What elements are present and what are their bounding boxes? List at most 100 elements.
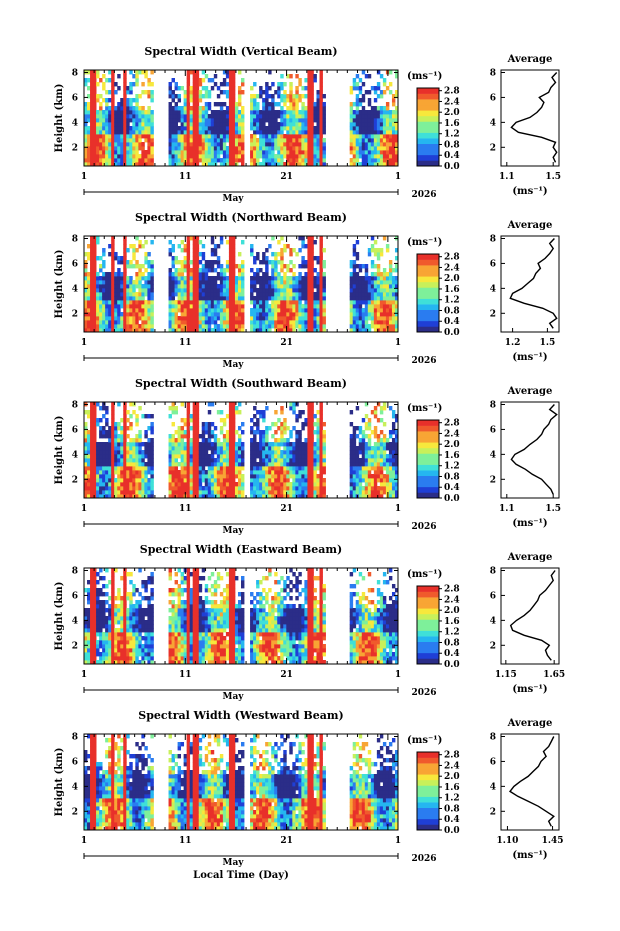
heatmap-cell <box>349 118 354 123</box>
heatmap-cell <box>355 138 360 143</box>
heatmap-cell <box>262 430 266 435</box>
heatmap-cell <box>349 158 354 163</box>
heatmap-cell <box>349 284 354 289</box>
heatmap-cell <box>150 158 154 163</box>
heatmap-cell <box>237 434 242 439</box>
heatmap-cell <box>310 312 314 317</box>
heatmap-cell <box>138 142 142 147</box>
heatmap-cell <box>307 438 311 443</box>
heatmap-cell <box>123 268 127 273</box>
heatmap-cell <box>304 324 308 329</box>
heatmap-cell <box>138 494 142 499</box>
heatmap-cell <box>394 300 399 305</box>
heatmap-cell <box>195 78 200 83</box>
heatmap-cell <box>304 264 308 269</box>
heatmap-cell <box>192 272 197 277</box>
heatmap-cell <box>213 466 218 471</box>
heatmap-cell <box>108 78 112 83</box>
heatmap-cell <box>241 260 245 265</box>
heatmap-cell <box>225 300 230 305</box>
heatmap-cell <box>129 414 133 419</box>
heatmap-cell <box>394 114 399 119</box>
heatmap-cell <box>265 110 269 115</box>
heatmap-cell <box>150 486 154 491</box>
heatmap-cell <box>183 260 188 265</box>
heatmap-cell <box>250 158 254 163</box>
heatmap-cell <box>201 78 206 83</box>
heatmap-cell <box>210 268 215 273</box>
heatmap-cell <box>180 446 185 451</box>
heatmap-cell <box>135 280 139 285</box>
heatmap-cell <box>231 146 236 151</box>
heatmap-cell <box>120 304 124 309</box>
heatmap-cell <box>367 146 372 151</box>
heatmap-cell <box>147 150 151 155</box>
heatmap-cell <box>129 284 133 289</box>
heatmap-cell <box>120 316 124 321</box>
heatmap-cell <box>301 264 305 269</box>
heatmap-cell <box>382 162 387 167</box>
heatmap-cell <box>352 150 357 155</box>
heatmap-cell <box>286 454 290 459</box>
heatmap-cell <box>141 300 145 305</box>
heatmap-cell <box>283 244 287 249</box>
heatmap-cell <box>225 146 230 151</box>
heatmap-cell <box>298 150 302 155</box>
heatmap-cell <box>126 474 130 479</box>
heatmap-cell <box>265 90 269 95</box>
heatmap-cell <box>135 418 139 423</box>
heatmap-cell <box>277 296 281 301</box>
heatmap-cell <box>126 114 130 119</box>
heatmap-cell <box>316 272 320 277</box>
heatmap-cell <box>201 142 206 147</box>
heatmap-cell <box>228 110 233 115</box>
heatmap-cell <box>210 442 215 447</box>
heatmap-cell <box>108 434 112 439</box>
heatmap-cell <box>319 134 323 139</box>
heatmap-cell <box>265 474 269 479</box>
heatmap-cell <box>228 402 233 407</box>
heatmap-cell <box>310 276 314 281</box>
heatmap-cell <box>250 162 254 167</box>
heatmap-cell <box>108 272 112 277</box>
heatmap-cell <box>138 300 142 305</box>
heatmap-cell <box>253 106 257 111</box>
heatmap-cell <box>376 142 381 147</box>
heatmap-cell <box>147 296 151 301</box>
heatmap-cell <box>301 102 305 107</box>
heatmap-cell <box>373 316 378 321</box>
heatmap-cell <box>388 268 393 273</box>
heatmap-cell <box>204 296 209 301</box>
heatmap-cell <box>231 434 236 439</box>
heatmap-cell <box>361 70 366 75</box>
heatmap-cell <box>102 406 106 411</box>
heatmap-cell <box>171 256 175 261</box>
heatmap-cell <box>280 86 284 91</box>
heatmap-cell <box>117 122 121 127</box>
heatmap-cell <box>96 236 100 241</box>
heatmap-cell <box>117 74 121 79</box>
heatmap-cell <box>198 150 203 155</box>
heatmap-cell <box>231 490 236 495</box>
heatmap-cell <box>358 138 363 143</box>
heatmap-cell <box>180 486 185 491</box>
heatmap-cell <box>319 272 323 277</box>
heatmap-cell <box>228 426 233 431</box>
heatmap-cell <box>102 470 106 475</box>
heatmap-cell <box>135 466 139 471</box>
heatmap-cell <box>84 264 88 269</box>
heatmap-cell <box>135 114 139 119</box>
heatmap-cell <box>84 450 88 455</box>
heatmap-cell <box>304 422 308 427</box>
heatmap-cell <box>222 296 227 301</box>
heatmap-cell <box>150 296 154 301</box>
heatmap-cell <box>352 308 357 313</box>
heatmap-cell <box>222 142 227 147</box>
heatmap-cell <box>171 446 175 451</box>
heatmap-cell <box>120 462 124 467</box>
heatmap-cell <box>237 308 242 313</box>
heatmap-cell <box>253 102 257 107</box>
heatmap-cell <box>174 410 178 415</box>
heatmap-cell <box>210 494 215 499</box>
heatmap-cell <box>114 450 118 455</box>
